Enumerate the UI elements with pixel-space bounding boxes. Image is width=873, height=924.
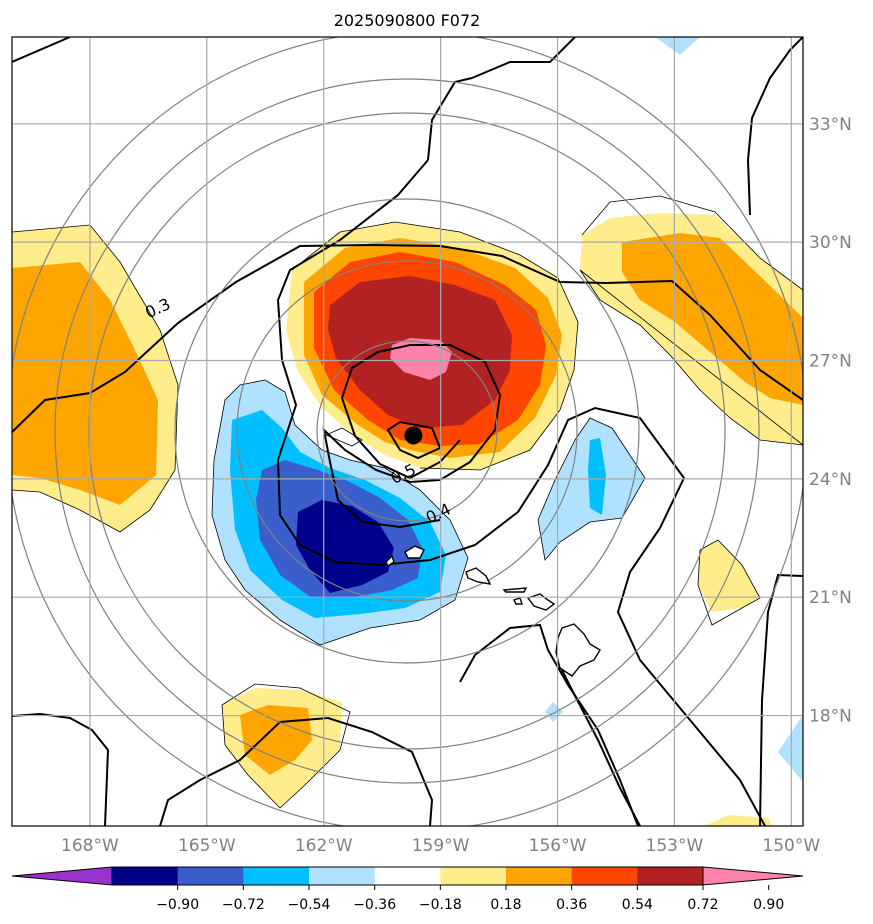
range-ring-1 — [316, 340, 498, 522]
thick-contour-05 — [386, 420, 442, 460]
island-oahu — [465, 567, 492, 585]
x-tick-label: 159°W — [412, 836, 470, 856]
shade-bottom-018 — [705, 815, 772, 826]
y-tick-label: 24°N — [809, 470, 852, 490]
y-tick-label: 30°N — [809, 233, 852, 253]
colorbar-segment — [309, 867, 376, 885]
thin-contour-neg — [211, 379, 469, 646]
shade-dot-018 — [545, 702, 563, 722]
colorbar: −0.90 −0.72 −0.54 −0.36 −0.18 0.18 0.36 0.54 0.7… — [11, 866, 804, 913]
shade-right-neg-036 — [588, 438, 606, 515]
colorbar-segment — [440, 867, 507, 885]
shade-south-036 — [240, 705, 312, 775]
x-tick-label: 153°W — [646, 836, 704, 856]
colorbar-extend-high — [702, 866, 804, 886]
shade-se-018 — [778, 715, 803, 782]
storm-center-marker — [404, 426, 423, 445]
x-tick-label: 168°W — [61, 836, 119, 856]
island-molokai — [502, 587, 528, 593]
colorbar-tick-label: 0.54 — [622, 897, 653, 913]
thick-contour-03-ne — [746, 37, 803, 216]
x-tick-label: 150°W — [762, 836, 820, 856]
island-niihau — [385, 554, 395, 568]
colorbar-tick-label: 0.36 — [556, 897, 587, 913]
grid-horizontal — [12, 123, 803, 717]
shade-left-054 — [12, 262, 158, 505]
range-ring-2 — [236, 260, 578, 602]
island-coastlines — [385, 545, 601, 677]
shade-east-018 — [698, 540, 760, 612]
colorbar-tick-label: 0.72 — [687, 897, 718, 913]
thick-contour-south-center — [459, 623, 639, 826]
y-tick-label: 21°N — [809, 588, 852, 608]
island-lanai — [513, 597, 523, 605]
map-area: 0.3 0.5 0.4 — [12, 37, 803, 826]
thin-contours — [12, 195, 803, 809]
colorbar-segment — [177, 867, 244, 885]
x-tick-label: 162°W — [295, 836, 353, 856]
colorbar-tick-label: 0.90 — [753, 897, 784, 913]
colorbar-segment — [243, 867, 310, 885]
thick-contour-south-right — [557, 573, 803, 826]
island-big-island — [555, 623, 601, 677]
island-kauai — [404, 545, 425, 559]
colorbar-tick-label: −0.90 — [156, 897, 199, 913]
colorbar-outline — [112, 866, 703, 886]
x-tick-label: 156°W — [529, 836, 587, 856]
y-tick-label: 33°N — [809, 115, 852, 135]
y-tick-label: 18°N — [809, 707, 852, 727]
colorbar-segment — [112, 867, 179, 885]
island-maui — [526, 593, 556, 611]
x-axis: 168°W 165°W 162°W 159°W 156°W 153°W 150°W — [61, 836, 820, 856]
thin-contour-small — [324, 427, 363, 447]
colorbar-segment — [571, 867, 638, 885]
x-tick-label: 165°W — [178, 836, 236, 856]
colorbar-tick-label: −0.18 — [419, 897, 462, 913]
colorbar-segment — [637, 867, 704, 885]
thin-contour-right — [579, 195, 803, 446]
range-ring-5 — [54, 78, 760, 784]
thin-contour-south — [221, 683, 351, 809]
map-frame — [11, 36, 804, 827]
range-ring-4 — [88, 112, 726, 750]
colorbar-segment — [374, 867, 441, 885]
thin-contour-east — [697, 539, 761, 626]
colorbar-extend-low — [11, 866, 113, 886]
colorbar-tick-label: 0.18 — [490, 897, 521, 913]
colorbar-tick-label: −0.54 — [288, 897, 331, 913]
y-axis: 18°N 21°N 24°N 27°N 30°N 33°N — [809, 115, 852, 727]
grid-lines — [12, 37, 803, 826]
thick-contour-03-north — [12, 37, 766, 826]
shaded-fields — [12, 37, 803, 826]
thin-contour-right-neg — [537, 417, 646, 561]
chart-title: 2025090800 F072 — [334, 11, 481, 30]
range-rings — [12, 37, 803, 826]
shade-top-018 — [655, 37, 700, 55]
thick-contour-04 — [322, 344, 502, 529]
thick-contours — [12, 37, 803, 826]
colorbar-tick-label: −0.72 — [222, 897, 265, 913]
thick-contour-sw — [12, 712, 434, 826]
colorbar-segment — [506, 867, 573, 885]
y-tick-label: 27°N — [809, 351, 852, 371]
shade-center-090 — [390, 338, 452, 380]
colorbar-tick-label: −0.36 — [353, 897, 396, 913]
thin-contour-center — [291, 221, 579, 471]
thin-contour-left — [12, 224, 179, 533]
thick-contour-03-west — [12, 243, 803, 433]
range-ring-3 — [174, 198, 640, 664]
grid-vertical — [89, 37, 792, 826]
